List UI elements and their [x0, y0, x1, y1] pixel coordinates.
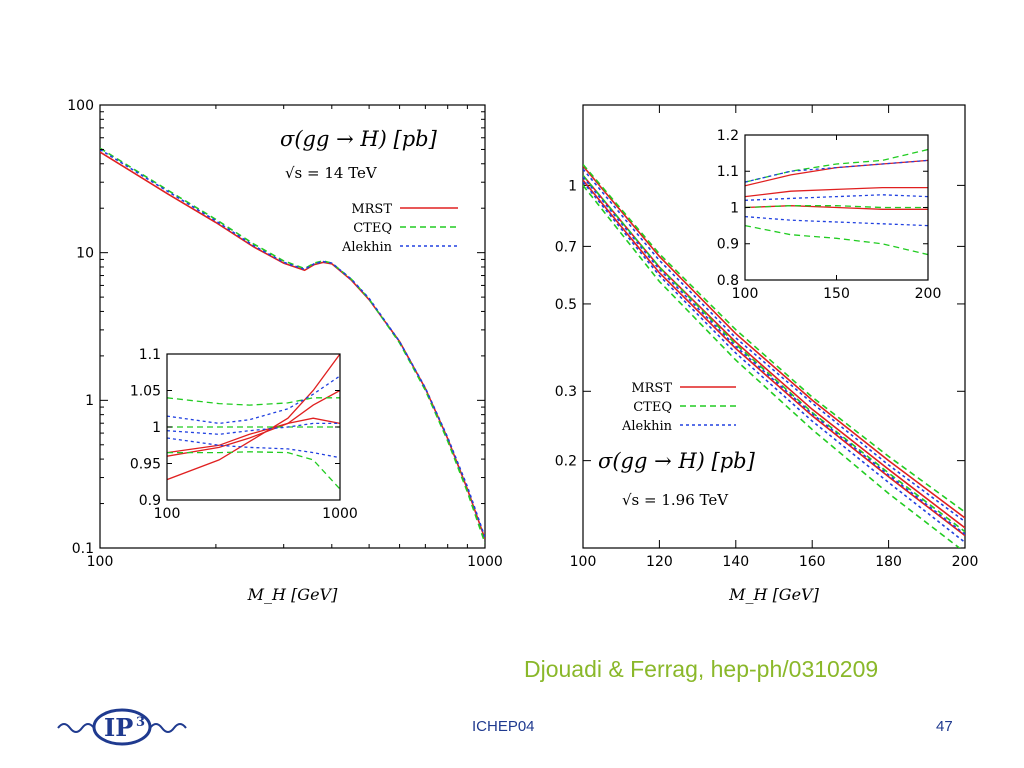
chart-lhc-xtick-label-1: 1000	[467, 554, 503, 570]
chart-tevatron-series-alekhin-6	[583, 168, 965, 523]
chart-tevatron-frame	[582, 104, 966, 549]
chart-lhc-legend-label-1: CTEQ	[353, 221, 392, 236]
chart-lhc-ytick-label-2: 10	[76, 246, 94, 262]
chart-lhc-ytick-label-3: 100	[67, 98, 94, 114]
chart-tevatron-inset-ytick-label-3: 1.1	[717, 164, 739, 180]
chart-lhc-inset-xtick-label-0: 100	[154, 506, 181, 522]
chart-tevatron-xtick-label-1: 120	[646, 554, 673, 570]
chart-tevatron-inset-ytick-label-4: 1.2	[717, 128, 739, 144]
page-number: 47	[936, 718, 953, 735]
chart-tevatron-ytick-label-2: 0.5	[555, 297, 577, 313]
citation-text: Djouadi & Ferrag, hep-ph/0310209	[524, 656, 879, 682]
chart-lhc-inset-ytick-label-2: 1	[152, 420, 161, 436]
chart-tevatron-inset-ytick-label-0: 0.8	[717, 273, 739, 289]
chart-tevatron-ytick-label-3: 0.7	[555, 239, 577, 255]
chart-lhc-title: σ(gg → H) [pb]	[280, 127, 438, 151]
chart-tevatron-inset-series-alekhin-8	[745, 215, 928, 227]
chart-tevatron-inset-xtick-label-0: 100	[732, 286, 759, 302]
chart-tevatron-xtick-label-4: 180	[875, 554, 902, 570]
chart-tevatron-inset-ytick-label-1: 0.9	[717, 237, 739, 253]
chart-lhc-legend-label-2: Alekhin	[341, 240, 393, 255]
chart-tevatron-legend-label-1: CTEQ	[633, 400, 672, 415]
chart-lhc-inset-ytick-label-1: 0.95	[130, 456, 161, 472]
chart-tevatron-inset-series-cteq-5	[745, 224, 928, 256]
chart-lhc-inset-ytick-label-0: 0.9	[139, 493, 161, 509]
chart-tevatron-inset-series-mrst-1	[745, 186, 928, 198]
chart-tevatron-legend-label-0: MRST	[631, 381, 672, 396]
chart-lhc-inset-series-alekhin-8	[167, 437, 340, 459]
chart-lhc-inset-series-alekhin-6	[167, 375, 340, 425]
chart-lhc-ytick-label-0: 0.1	[72, 541, 94, 557]
chart-tevatron-series-mrst-1	[583, 165, 965, 519]
chart-tevatron-series-mrst-0	[583, 174, 965, 529]
chart-tevatron-inset-series-cteq-4	[745, 205, 928, 209]
chart-tevatron-xtick-label-2: 140	[722, 554, 749, 570]
chart-tevatron-xtick-label-3: 160	[799, 554, 826, 570]
chart-lhc-legend-label-0: MRST	[351, 202, 392, 217]
chart-tevatron-series-mrst-2	[583, 179, 965, 537]
chart-tevatron-inset-series-alekhin-7	[745, 194, 928, 201]
chart-tevatron-inset-series-alekhin-6	[745, 159, 928, 183]
chart-lhc-series-cteq-1	[100, 147, 485, 544]
chart-tevatron-series-alekhin-7	[583, 176, 965, 535]
chart-tevatron-xtick-label-5: 200	[952, 554, 979, 570]
chart-tevatron-inset-xtick-label-2: 200	[915, 286, 942, 302]
plots-canvas: 100 1000 0.1 1 10 100 σ(gg → H) [pb] √s = 14 Te…	[67, 98, 979, 604]
chart-lhc-series-alekhin-2	[100, 148, 485, 538]
footer-conference: ICHEP04	[472, 718, 535, 735]
chart-lhc-inset-ytick-label-4: 1.1	[139, 347, 161, 363]
chart-tevatron-inset-ytick-label-2: 1	[730, 200, 739, 216]
chart-lhc-inset-series-mrst-2	[167, 389, 340, 457]
chart-lhc-frame	[99, 104, 486, 549]
chart-tevatron-series-cteq-4	[583, 174, 965, 533]
chart-lhc-ytick-label-1: 1	[85, 393, 94, 409]
chart-lhc-inset-series-alekhin-7	[167, 422, 340, 435]
chart-tevatron-inset-xtick-label-1: 150	[823, 286, 850, 302]
chart-tevatron-series-cteq-5	[583, 184, 961, 548]
chart-lhc-inset-ytick-label-3: 1.05	[130, 383, 161, 399]
svg-text:IP: IP	[104, 713, 133, 742]
chart-tevatron-legend-label-2: Alekhin	[621, 419, 673, 434]
chart-tevatron-ytick-label-1: 0.3	[555, 384, 577, 400]
chart-tevatron-series-alekhin-8	[583, 181, 965, 544]
chart-tevatron-ytick-label-0: 0.2	[555, 454, 577, 470]
chart-lhc-subtitle: √s = 14 TeV	[285, 164, 378, 182]
chart-tevatron-ytick-label-4: 1	[568, 178, 577, 194]
chart-lhc-inset-xtick-label-1: 1000	[322, 506, 358, 522]
chart-lhc-inset-series-cteq-3	[167, 397, 340, 406]
chart-tevatron-xtick-label-0: 100	[570, 554, 597, 570]
chart-tevatron-title: σ(gg → H) [pb]	[598, 449, 756, 473]
chart-lhc-inset-series-mrst-0	[167, 354, 340, 481]
chart-lhc-inset-series-cteq-5	[167, 451, 340, 490]
chart-tevatron-subtitle: √s = 1.96 TeV	[622, 491, 729, 509]
ip3-logo: IP 3	[57, 708, 187, 746]
svg-text:3: 3	[136, 715, 145, 730]
chart-tevatron-xlabel: M_H [GeV]	[728, 585, 819, 604]
chart-lhc-xlabel: M_H [GeV]	[247, 585, 338, 604]
chart-lhc-xtick-label-0: 100	[87, 554, 114, 570]
